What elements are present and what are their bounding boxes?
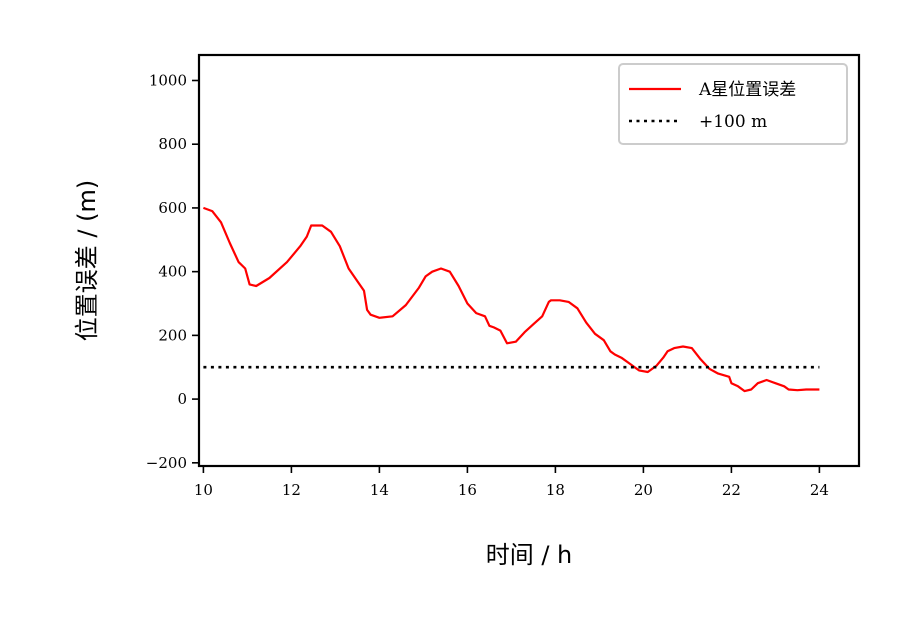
y-tick-label: 0 (177, 390, 187, 408)
legend-box (618, 63, 848, 145)
plot-lines (203, 206, 820, 393)
x-tick-label: 12 (282, 481, 301, 499)
y-tick-label: 1000 (149, 71, 187, 89)
x-tick-label: 22 (722, 481, 741, 499)
y-axis-title: 位置误差 / (m) (73, 180, 101, 341)
y-tick-label: 200 (158, 326, 187, 344)
legend: A星位置误差 +100 m (618, 63, 848, 145)
x-tick-label: 20 (634, 481, 653, 499)
x-axis-title: 时间 / h (486, 541, 573, 569)
x-axis: 10 12 14 16 18 20 22 24 (194, 466, 829, 499)
y-axis: −200 0 200 400 600 800 1000 (146, 71, 199, 472)
x-tick-label: 18 (546, 481, 565, 499)
x-tick-label: 10 (194, 481, 213, 499)
series-line-position-error (203, 206, 820, 393)
y-tick-label: −200 (146, 454, 187, 472)
plot-frame (197, 53, 861, 468)
x-tick-label: 24 (810, 481, 829, 499)
legend-label-threshold: +100 m (699, 112, 767, 132)
y-tick-label: 600 (158, 199, 187, 217)
x-tick-label: 14 (370, 481, 389, 499)
x-tick-label: 16 (458, 481, 477, 499)
legend-label-position-error: A星位置误差 (698, 80, 796, 100)
y-tick-label: 400 (158, 263, 187, 281)
y-tick-label: 800 (158, 135, 187, 153)
